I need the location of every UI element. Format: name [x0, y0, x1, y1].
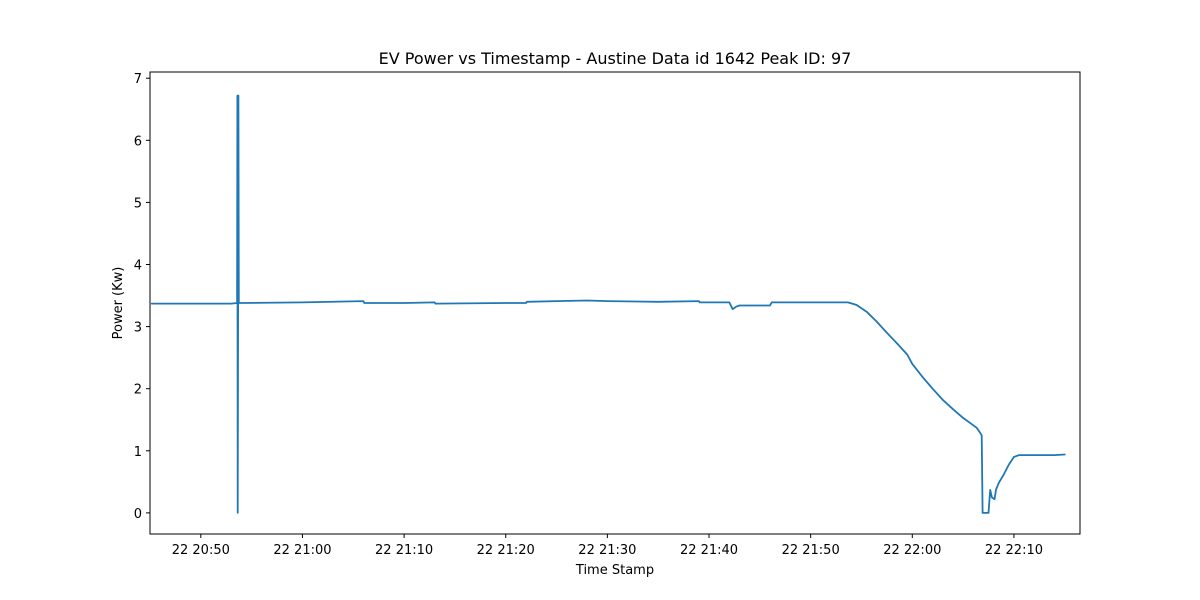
x-axis: 22 20:50 22 21:00 22 21:10 22 21:20 22 21:30…	[172, 534, 1043, 558]
x-tick-label: 22 21:50	[782, 543, 840, 558]
x-tick-label: 22 22:00	[883, 543, 941, 558]
x-tick-label: 22 22:10	[985, 543, 1043, 558]
y-tick-label: 3	[134, 321, 142, 336]
x-tick-label: 22 21:20	[477, 543, 535, 558]
series-line-0	[150, 94, 1066, 514]
chart-title: EV Power vs Timestamp - Austine Data id …	[379, 49, 852, 68]
x-tick-label: 22 21:40	[680, 543, 738, 558]
y-axis: 0 1 2 3 4 5 6 7	[134, 72, 150, 522]
y-tick-label: 0	[134, 507, 142, 522]
x-axis-label: Time Stamp	[575, 563, 654, 578]
plot-area	[150, 94, 1066, 514]
plot-frame	[149, 71, 1081, 535]
y-tick-label: 5	[134, 196, 142, 211]
y-axis-label: Power (Kw)	[111, 267, 126, 340]
x-tick-label: 22 21:30	[578, 543, 636, 558]
x-tick-label: 22 20:50	[172, 543, 230, 558]
y-tick-label: 2	[134, 383, 142, 398]
y-tick-label: 1	[134, 445, 142, 460]
y-tick-label: 4	[134, 259, 142, 274]
x-tick-label: 22 21:10	[375, 543, 433, 558]
y-tick-label: 6	[134, 134, 142, 149]
x-tick-label: 22 21:00	[273, 543, 331, 558]
y-tick-label: 7	[134, 72, 142, 87]
